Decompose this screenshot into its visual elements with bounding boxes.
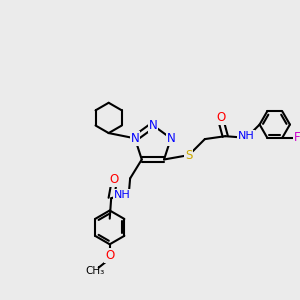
Text: F: F	[294, 131, 300, 144]
Text: N: N	[148, 119, 157, 132]
Text: O: O	[110, 173, 119, 186]
Text: N: N	[167, 132, 175, 145]
Text: O: O	[105, 249, 114, 262]
Text: O: O	[216, 111, 226, 124]
Text: S: S	[185, 148, 193, 162]
Text: CH₃: CH₃	[85, 266, 104, 275]
Text: N: N	[130, 132, 139, 145]
Text: NH: NH	[238, 130, 255, 141]
Text: NH: NH	[114, 190, 130, 200]
